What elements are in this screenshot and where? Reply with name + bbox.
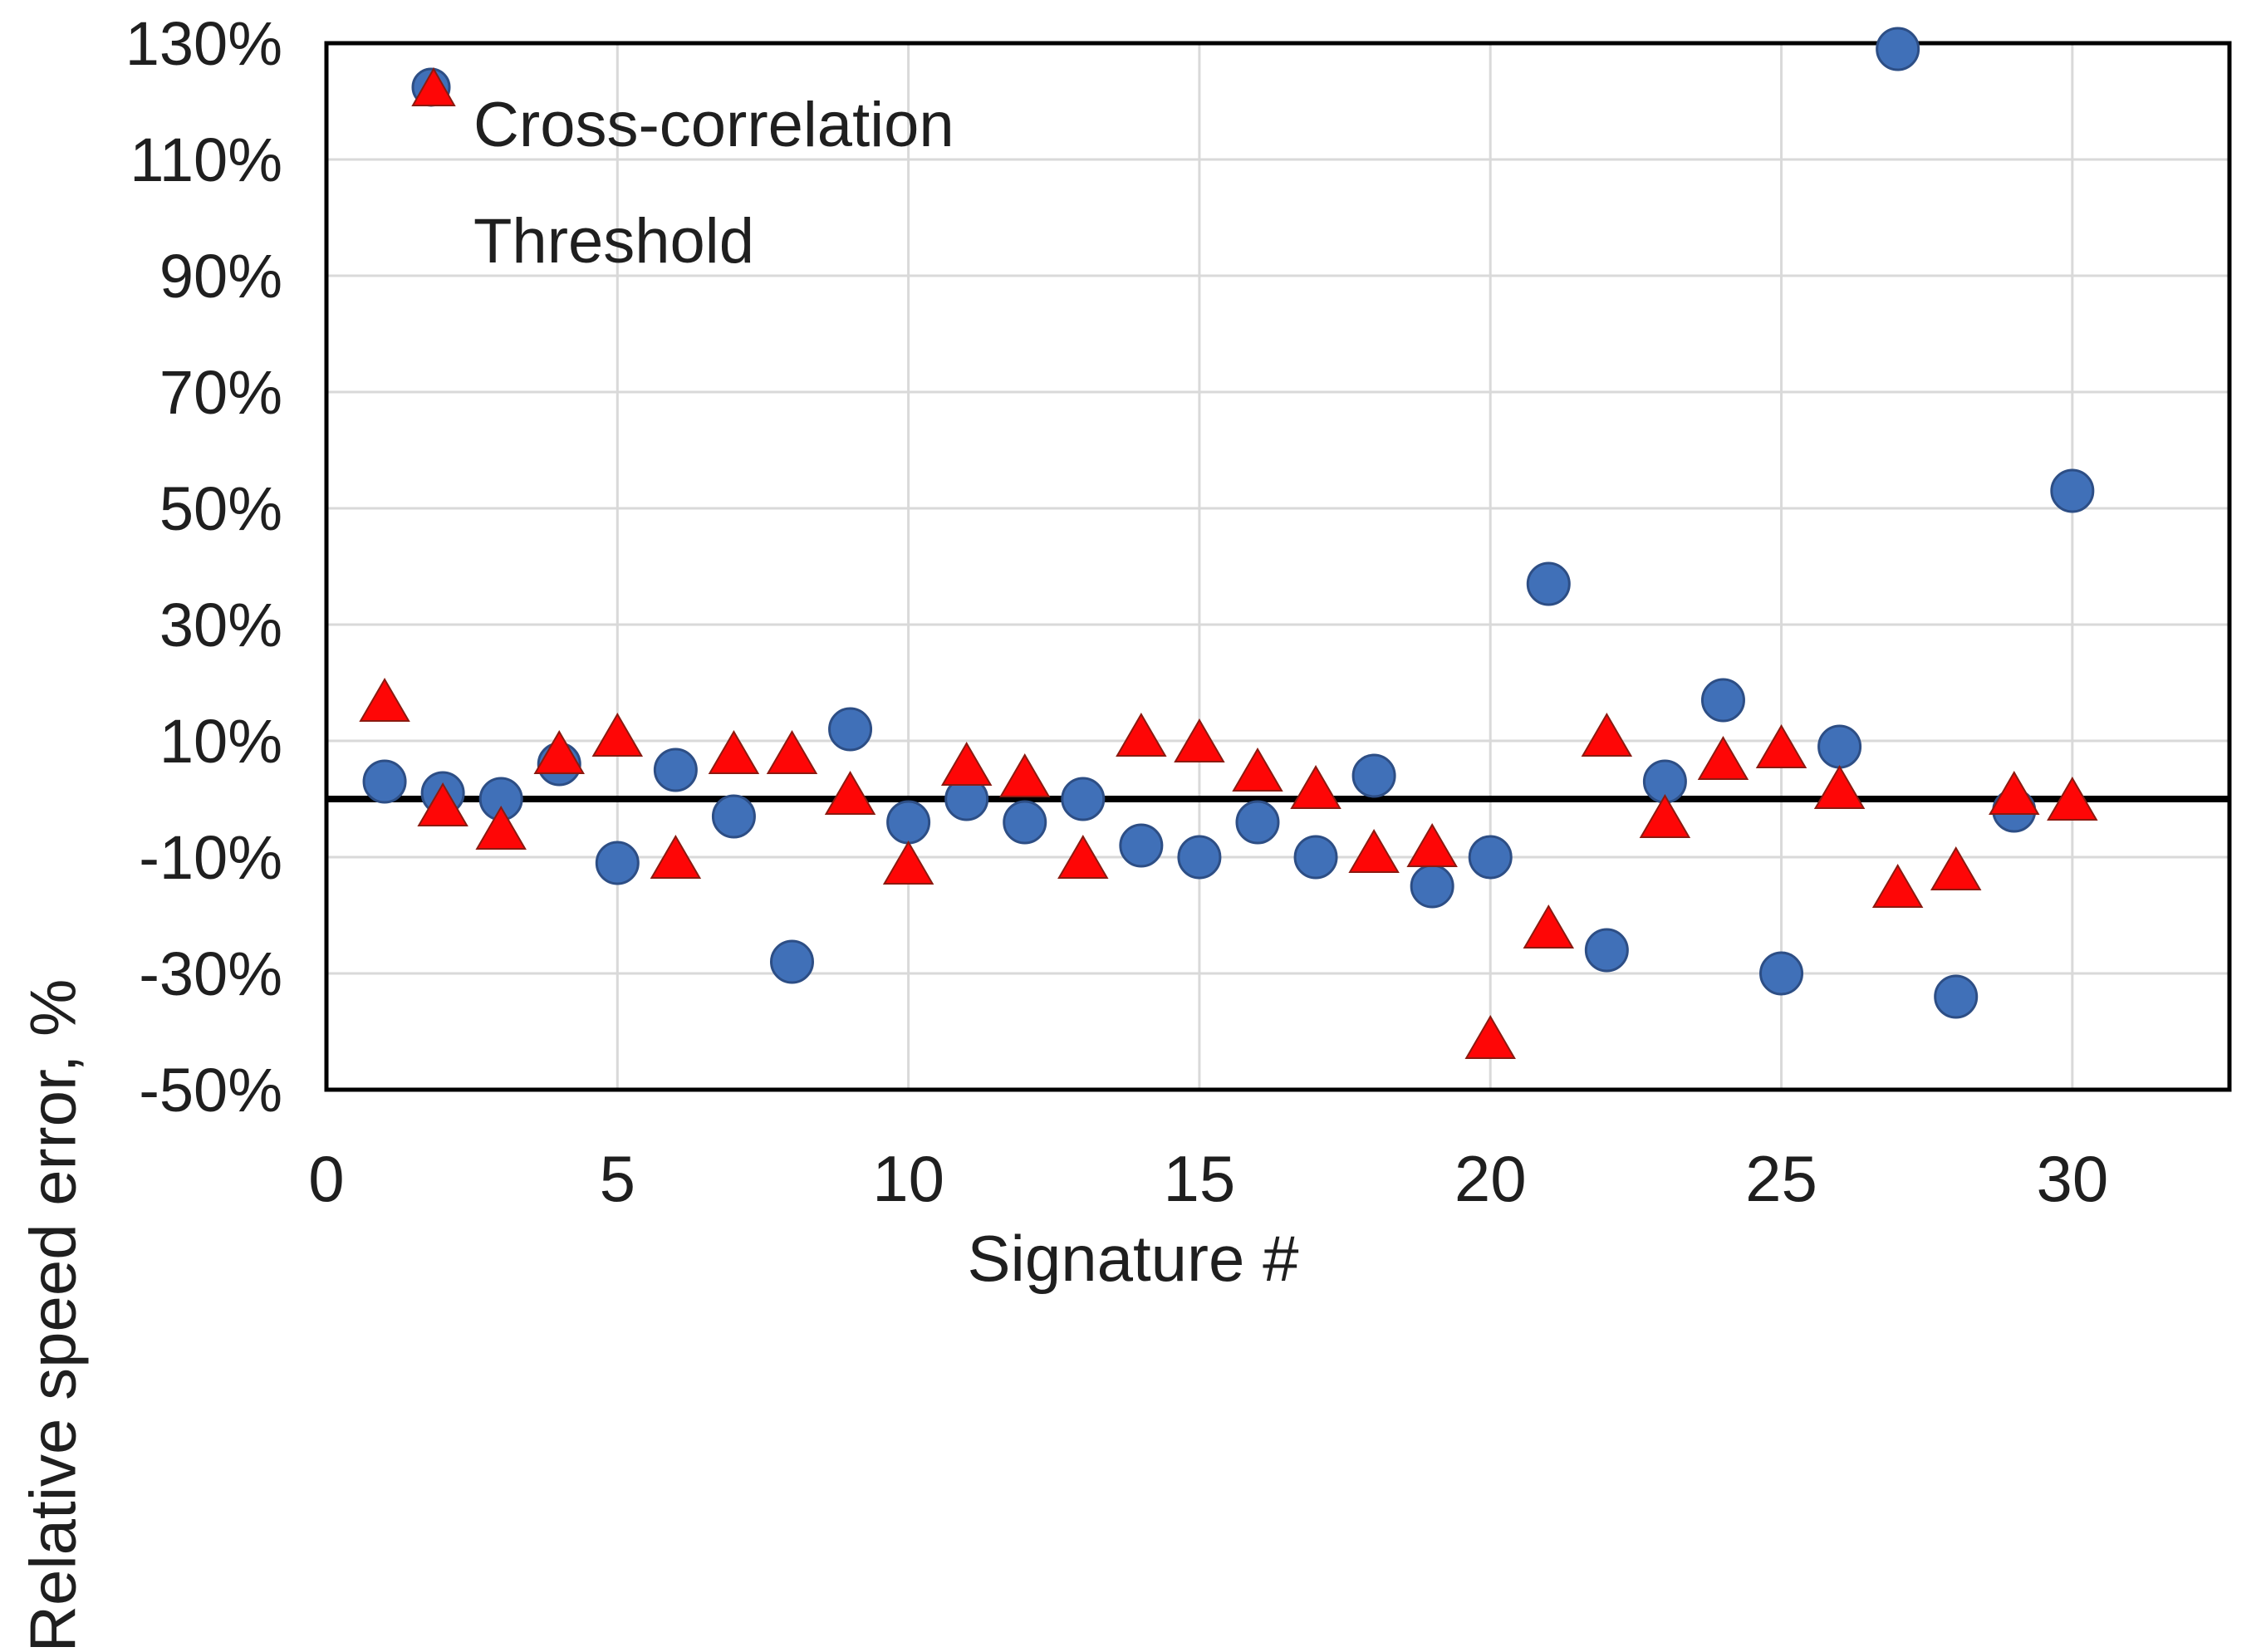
cross-correlation-point xyxy=(828,707,873,752)
threshold-point xyxy=(1523,904,1575,949)
cross-correlation-point xyxy=(769,939,814,984)
y-tick-label: 30% xyxy=(159,591,282,659)
cross-correlation-point xyxy=(1526,561,1571,606)
threshold-point xyxy=(882,841,934,885)
threshold-point xyxy=(998,753,1051,797)
y-tick-label: -10% xyxy=(139,823,282,892)
cross-correlation-point xyxy=(1759,951,1804,996)
threshold-point xyxy=(1348,829,1400,873)
cross-correlation-point xyxy=(1235,800,1280,845)
y-tick-label: -30% xyxy=(139,939,282,1008)
threshold-point xyxy=(417,782,468,826)
threshold-point xyxy=(1639,794,1691,838)
cross-correlation-point xyxy=(1410,864,1454,909)
cross-correlation-point xyxy=(1468,835,1513,880)
threshold-point xyxy=(475,806,527,850)
cross-correlation-point xyxy=(886,800,931,845)
y-tick-label: 70% xyxy=(159,358,282,427)
legend-label: Threshold xyxy=(473,205,754,277)
x-tick-label: 5 xyxy=(600,1142,635,1215)
y-tick-label: 90% xyxy=(159,242,282,311)
threshold-point xyxy=(1406,823,1458,867)
threshold-point xyxy=(1697,736,1749,780)
scatter-chart: 130% 110% 90% 70% 50% 30% 10% -10% -30% -50% 0 5 10 1… xyxy=(16,9,2232,1652)
threshold-point xyxy=(2047,777,2098,821)
threshold-point xyxy=(1116,713,1167,757)
threshold-point xyxy=(650,835,702,879)
x-tick-label: 0 xyxy=(308,1142,344,1215)
threshold-point xyxy=(533,730,585,774)
cross-correlation-point xyxy=(1876,27,1920,71)
x-tick-label: 15 xyxy=(1164,1142,1236,1215)
x-tick-label: 10 xyxy=(872,1142,944,1215)
threshold-point xyxy=(1232,748,1283,792)
threshold-point xyxy=(1581,713,1633,757)
cross-correlation-point xyxy=(1003,800,1047,845)
y-tick-label: 110% xyxy=(130,125,282,194)
threshold-point xyxy=(940,742,993,786)
legend-label: Cross-correlation xyxy=(473,89,954,160)
cross-correlation-point xyxy=(1293,835,1338,880)
cross-correlation-point xyxy=(1177,835,1222,880)
threshold-point xyxy=(1755,724,1807,768)
y-tick-label: 130% xyxy=(125,9,282,78)
cross-correlation-point xyxy=(1934,974,1979,1019)
x-axis-title: Signature # xyxy=(967,1222,1299,1295)
cross-correlation-point xyxy=(1584,928,1629,973)
legend-item-cross-correlation: Cross-correlation xyxy=(410,66,954,183)
cross-correlation-point xyxy=(653,748,698,792)
cross-correlation-point xyxy=(1061,777,1106,821)
threshold-point xyxy=(1813,765,1866,809)
threshold-point xyxy=(1930,846,1982,890)
plot-border xyxy=(324,41,2232,1092)
cross-correlation-point xyxy=(1119,823,1164,868)
plot-area: 130% 110% 90% 70% 50% 30% 10% -10% -30% -50% 0 5 10 1… xyxy=(125,9,2232,1215)
cross-correlation-point xyxy=(362,759,407,804)
threshold-point xyxy=(1464,1015,1516,1059)
threshold-point xyxy=(1057,835,1109,879)
x-tick-label: 25 xyxy=(1745,1142,1817,1215)
cross-correlation-point xyxy=(711,794,756,839)
cross-correlation-point xyxy=(1700,678,1745,723)
threshold-point xyxy=(359,678,410,722)
threshold-point xyxy=(708,730,760,774)
y-tick-label: -50% xyxy=(139,1056,282,1125)
x-tick-label: 20 xyxy=(1454,1142,1527,1215)
y-tick-label: 50% xyxy=(159,474,282,543)
threshold-point xyxy=(766,730,818,774)
threshold-point xyxy=(1871,864,1924,908)
legend: Cross-correlation Threshold xyxy=(410,66,954,299)
cross-correlation-point xyxy=(595,841,640,885)
cross-correlation-point xyxy=(1351,753,1396,798)
threshold-point xyxy=(824,771,876,815)
cross-correlation-point xyxy=(2050,468,2095,513)
threshold-point xyxy=(1174,718,1225,762)
threshold-point xyxy=(591,713,644,757)
x-tick-label: 30 xyxy=(2036,1142,2108,1215)
legend-item-threshold: Threshold xyxy=(410,66,954,299)
y-tick-label: 10% xyxy=(159,707,282,776)
threshold-point xyxy=(1989,771,2040,815)
cross-correlation-point xyxy=(1817,724,1862,769)
threshold-point xyxy=(1290,765,1341,809)
